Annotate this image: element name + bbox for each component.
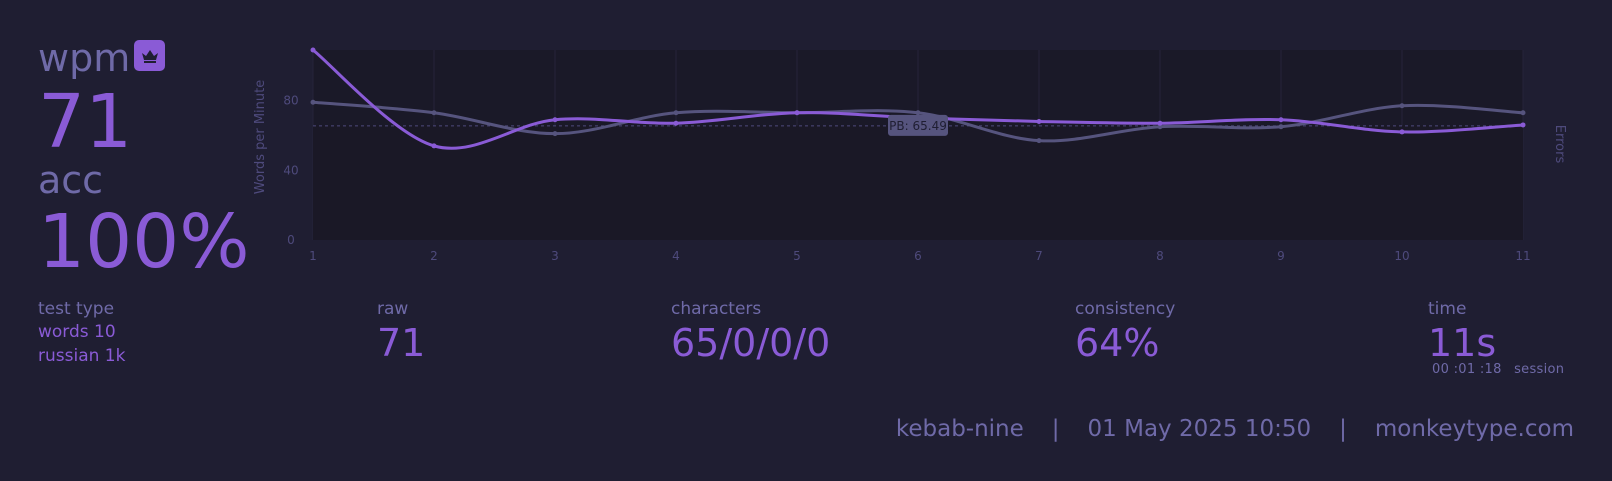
acc-label: acc	[38, 158, 104, 202]
raw-point[interactable]	[431, 110, 437, 116]
y-tick-label: 40	[283, 163, 298, 177]
raw-point[interactable]	[310, 99, 316, 105]
x-tick-label: 11	[1515, 249, 1530, 263]
wpm-point[interactable]	[1157, 120, 1163, 126]
crown-icon-glyph	[141, 49, 158, 63]
crown-icon[interactable]	[134, 40, 165, 71]
raw-point[interactable]	[1157, 124, 1163, 130]
wpm-point[interactable]	[1399, 129, 1405, 135]
characters-group: characters 65/0/0/0	[671, 298, 830, 366]
test-type-mode[interactable]: words 10	[38, 322, 116, 342]
test-type-label: test type	[38, 299, 115, 319]
y-tick-label: 80	[283, 94, 298, 108]
pb-label: PB: 65.49	[889, 119, 947, 133]
wpm-point[interactable]	[431, 143, 437, 149]
wpm-point[interactable]	[1036, 118, 1042, 124]
x-tick-label: 5	[793, 249, 801, 263]
raw-point[interactable]	[673, 110, 679, 116]
raw-point[interactable]	[552, 131, 558, 137]
pb-area	[313, 125, 1523, 240]
raw-point[interactable]	[1036, 138, 1042, 144]
x-tick-label: 7	[1035, 249, 1043, 263]
raw-point[interactable]	[915, 110, 921, 116]
raw-point[interactable]	[1278, 124, 1284, 130]
consistency-value: 64%	[1075, 321, 1160, 365]
session-time-label: session	[1514, 362, 1565, 377]
x-tick-label: 9	[1277, 249, 1285, 263]
raw-label: raw	[377, 299, 409, 319]
session-time-value: 00 :01 :18	[1432, 362, 1502, 377]
raw-point[interactable]	[1520, 110, 1526, 116]
time-value: 11s	[1428, 321, 1497, 365]
x-tick-label: 3	[551, 249, 559, 263]
wpm-point[interactable]	[552, 117, 558, 123]
wpm-point[interactable]	[673, 120, 679, 126]
x-tick-label: 10	[1394, 249, 1409, 263]
acc-value: 100%	[38, 199, 250, 285]
wpm-point[interactable]	[310, 47, 316, 53]
footer-username: kebab-nine	[895, 416, 1024, 442]
y2-axis-label: Errors	[1552, 125, 1567, 164]
y-axis-label: Words per Minute	[253, 80, 268, 194]
consistency-group: consistency 64%	[1075, 298, 1175, 366]
wpm-value: 71	[38, 79, 133, 165]
wpm-label: wpm	[38, 36, 131, 80]
test-type-language[interactable]: russian 1k	[38, 346, 126, 366]
wpm-point[interactable]	[794, 110, 800, 116]
test-type-group: test type words 10 russian 1k	[38, 298, 125, 368]
footer-separator: |	[1339, 416, 1347, 442]
wpm-point[interactable]	[1520, 122, 1526, 128]
y-tick-label: 0	[287, 233, 295, 247]
footer-separator: |	[1051, 416, 1060, 442]
raw-group: raw 71	[377, 298, 425, 366]
wpm-point[interactable]	[1278, 117, 1284, 123]
time-group: time 11s	[1428, 298, 1496, 366]
result-footer: kebab-nine | 01 May 2025 10:50 | monkeyt…	[896, 416, 1574, 442]
x-tick-label: 1	[309, 249, 317, 263]
x-tick-label: 6	[914, 249, 922, 263]
footer-date: 01 May 2025 10:50	[1087, 416, 1312, 442]
x-tick-label: 8	[1156, 249, 1164, 263]
raw-value: 71	[377, 321, 426, 365]
pb-label-box	[888, 114, 948, 136]
session-time: 00 :01 :18 session	[1432, 362, 1564, 377]
characters-value: 65/0/0/0	[671, 321, 831, 365]
wpm-chart[interactable]: PB: 65.49 1 2 3 4 5 6 7 8 9 10 11 0 40 80 Words per M…	[250, 36, 1570, 276]
x-tick-label: 4	[672, 249, 680, 263]
characters-label: characters	[671, 299, 762, 319]
raw-point[interactable]	[1399, 103, 1405, 109]
x-tick-label: 2	[430, 249, 438, 263]
consistency-label: consistency	[1075, 299, 1176, 319]
time-label: time	[1428, 299, 1467, 319]
footer-site: monkeytype.com	[1374, 416, 1574, 442]
